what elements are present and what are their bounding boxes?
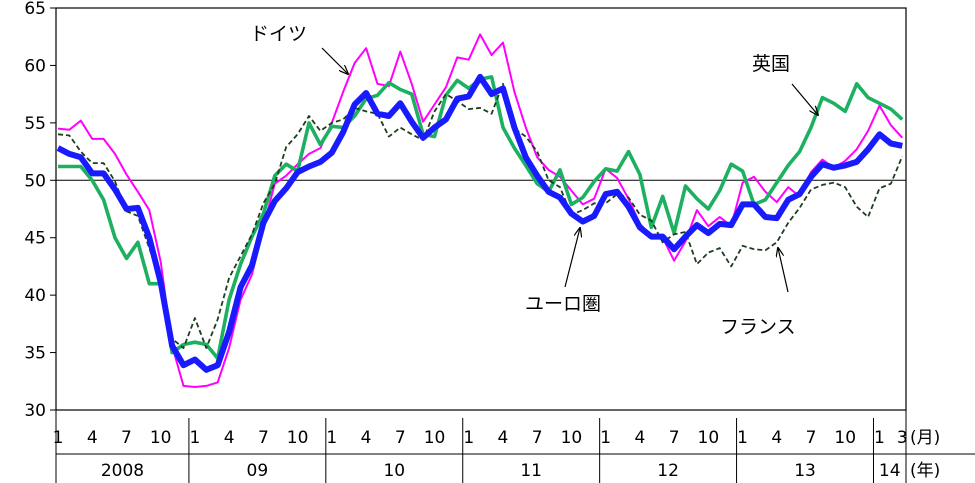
y-tick-label: 40 (24, 286, 46, 306)
x-month-label: 4 (634, 428, 645, 448)
x-year-label: 10 (383, 461, 405, 481)
x-month-label: 1 (874, 428, 885, 448)
x-month-label: 1 (737, 428, 748, 448)
x-month-label: 4 (87, 428, 98, 448)
x-month-label: 7 (806, 428, 817, 448)
x-month-label: 10 (561, 428, 583, 448)
x-year-label: 14 (879, 461, 901, 481)
x-month-label: 10 (698, 428, 720, 448)
annotation-label: ユーロ圏 (525, 293, 601, 315)
x-month-label: 4 (498, 428, 509, 448)
x-month-label: 1 (463, 428, 474, 448)
x-month-label: 7 (258, 428, 269, 448)
y-tick-label: 60 (24, 56, 46, 76)
x-year-label: 11 (520, 461, 542, 481)
y-tick-label: 45 (24, 229, 46, 249)
y-tick-label: 55 (24, 114, 46, 134)
annotation-arrow (791, 83, 818, 115)
x-year-label: 13 (794, 461, 816, 481)
x-month-label: 7 (121, 428, 132, 448)
x-year-label: 12 (657, 461, 679, 481)
annotation-label: 英国 (752, 53, 790, 75)
x-month-label: 10 (150, 428, 172, 448)
x-month-label: 7 (532, 428, 543, 448)
x-unit-month: (月) (910, 428, 940, 448)
x-month-label: 4 (771, 428, 782, 448)
series-layer (56, 33, 904, 388)
annotation-label: ドイツ (250, 23, 307, 45)
x-month-label: 1 (600, 428, 611, 448)
y-axis: 30 35 40 45 50 55 60 65 (24, 0, 906, 421)
x-month-label: 1 (189, 428, 200, 448)
x-month-label: 7 (669, 428, 680, 448)
annotation-arrow (321, 47, 348, 74)
x-month-label: 1 (53, 428, 64, 448)
plot-frame (55, 7, 907, 411)
series-line-3 (56, 73, 903, 373)
x-month-label: 10 (424, 428, 446, 448)
annotation-arrow (564, 228, 580, 288)
x-month-label: 7 (395, 428, 406, 448)
x-month-label: 1 (326, 428, 337, 448)
x-month-label: 10 (287, 428, 309, 448)
series-line-0 (57, 33, 904, 388)
y-tick-label: 65 (24, 0, 46, 19)
x-month-label: 10 (834, 428, 856, 448)
y-tick-label: 50 (24, 171, 46, 191)
x-month-label: 4 (361, 428, 372, 448)
x-year-label: 09 (247, 461, 269, 481)
annotation-label: フランス (720, 316, 796, 338)
x-unit-year: (年) (910, 461, 940, 481)
series-line-2 (57, 82, 904, 349)
y-tick-label: 30 (24, 401, 46, 421)
x-year-label: 2008 (101, 461, 144, 481)
annotation-arrow (778, 248, 789, 293)
y-tick-label: 35 (24, 344, 46, 364)
x-month-label: 3 (897, 428, 908, 448)
x-month-label: 4 (224, 428, 235, 448)
